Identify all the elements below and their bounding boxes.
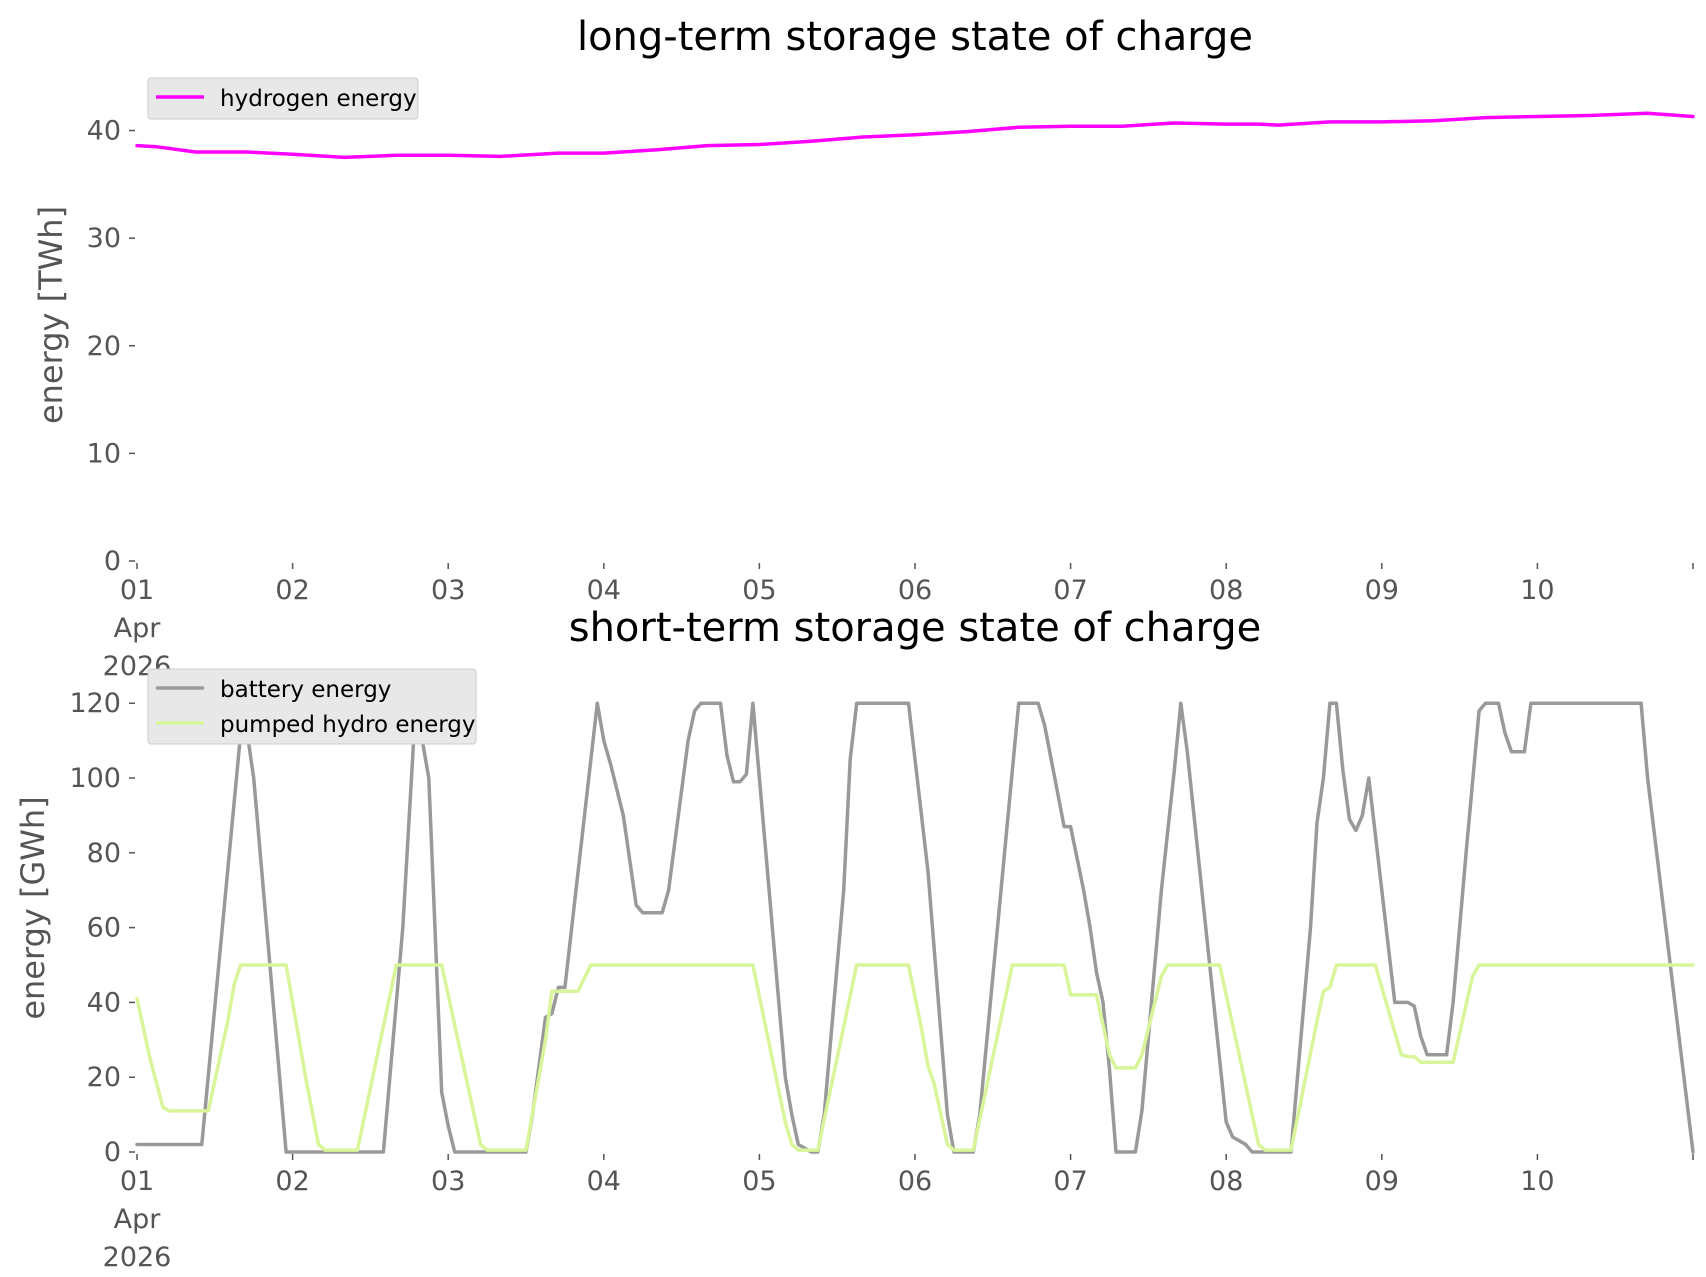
x-tick-label: 09	[1365, 575, 1399, 606]
legend-entry-pumped-hydro: pumped hydro energy	[220, 712, 476, 738]
chart-title: short-term storage state of charge	[569, 605, 1262, 651]
x-tick-label: 07	[1053, 575, 1087, 606]
y-axis-label: energy [GWh]	[14, 796, 52, 1019]
x-tick-label: 04	[587, 575, 621, 606]
series-line-0	[135, 701, 1695, 1154]
x-tick-label: 2026	[103, 1242, 172, 1273]
x-tick-label: 05	[742, 575, 776, 606]
y-axis-label: energy [TWh]	[32, 206, 70, 424]
chart-title: long-term storage state of charge	[577, 14, 1253, 60]
x-tick-label: Apr	[114, 613, 162, 644]
series-line-0	[135, 111, 1695, 160]
x-tick-label: 03	[431, 575, 465, 606]
series-lines	[135, 111, 1695, 160]
y-tick-label: 30	[87, 223, 121, 254]
y-tick-label: 0	[104, 1137, 121, 1168]
short-term-chart: short-term storage state of charge energ…	[14, 605, 1695, 1273]
y-tick-label: 100	[69, 763, 121, 794]
legend-box	[147, 668, 477, 745]
y-tick-label: 80	[87, 838, 121, 869]
y-tick-label: 120	[69, 688, 121, 719]
legend: battery energy pumped hydro energy	[147, 668, 477, 745]
y-tick-label: 0	[104, 546, 121, 577]
y-tick-label: 20	[87, 331, 121, 362]
legend-entry-hydrogen: hydrogen energy	[220, 86, 417, 112]
y-tick-label: 20	[87, 1062, 121, 1093]
series-lines	[135, 701, 1695, 1154]
x-tick-label: 06	[898, 575, 932, 606]
x-tick-label: 10	[1520, 575, 1554, 606]
x-tick-label: 10	[1520, 1166, 1554, 1197]
x-tick-label: 07	[1053, 1166, 1087, 1197]
long-term-chart: long-term storage state of charge energy…	[32, 14, 1695, 682]
legend-entry-battery: battery energy	[220, 677, 391, 703]
x-tick-label: 01	[120, 575, 154, 606]
y-tick-label: 40	[87, 987, 121, 1018]
legend-box	[147, 77, 419, 120]
y-axis-ticks: 0 20 40 60 80 100 120	[69, 688, 135, 1168]
x-tick-label: 08	[1209, 575, 1243, 606]
x-tick-label: 08	[1209, 1166, 1243, 1197]
x-tick-label: Apr	[114, 1204, 162, 1235]
y-tick-label: 10	[87, 438, 121, 469]
x-tick-label: 03	[431, 1166, 465, 1197]
x-tick-label: 02	[275, 1166, 309, 1197]
x-tick-label: 09	[1365, 1166, 1399, 1197]
legend: hydrogen energy	[147, 77, 419, 120]
x-tick-label: 05	[742, 1166, 776, 1197]
x-tick-label: 01	[120, 1166, 154, 1197]
series-line-1	[135, 963, 1695, 1152]
y-tick-label: 60	[87, 913, 121, 944]
y-axis-ticks: 0 10 20 30 40	[87, 116, 135, 577]
x-tick-label: 02	[275, 575, 309, 606]
y-tick-label: 40	[87, 116, 121, 147]
x-tick-label: 04	[587, 1166, 621, 1197]
x-tick-label: 06	[898, 1166, 932, 1197]
x-axis-ticks: 01 Apr 2026 02 03 04 05 06 07 08 09 10	[103, 1154, 1694, 1273]
